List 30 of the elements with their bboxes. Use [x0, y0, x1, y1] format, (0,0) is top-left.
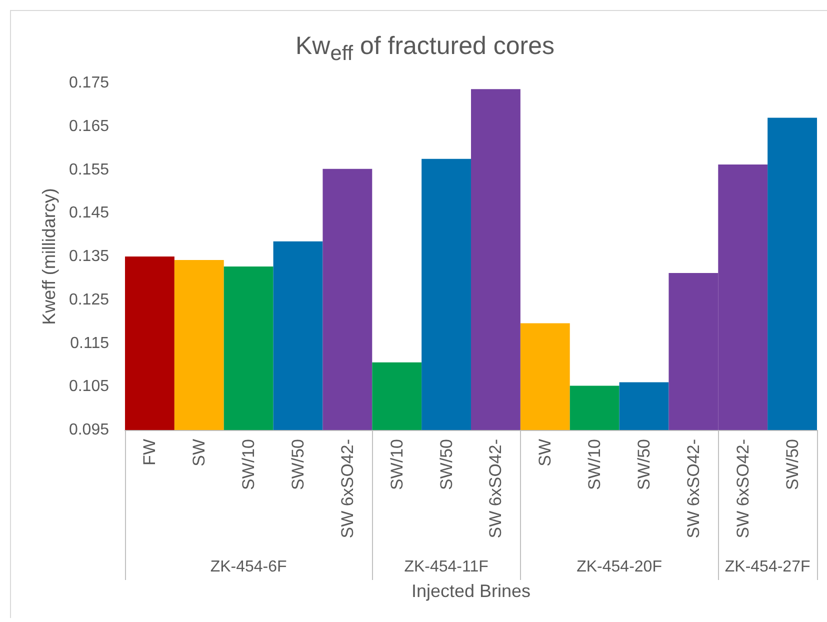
y-tick-label: 0.115	[70, 334, 110, 352]
x-tick-label: SW/50	[634, 439, 654, 490]
y-tick-label: 0.145	[68, 204, 110, 222]
x-tick-label: SW/10	[387, 439, 406, 490]
y-tick-label: 0.155	[68, 161, 110, 178]
y-tick-label: 0.165	[68, 118, 110, 135]
x-tick-label: SW/50	[436, 439, 456, 490]
x-tick-label: SW/50	[288, 439, 308, 490]
x-tick-label: SW 6xSO42-	[733, 439, 752, 538]
x-tick-label: SW	[190, 439, 209, 466]
x-tick-label: FW	[140, 439, 160, 466]
chart-title: Kw$_{eff}$ of fractured cores	[294, 31, 556, 67]
y-tick-label: 0.175	[68, 74, 110, 92]
x-tick-label: SW 6xSO42-	[486, 439, 506, 538]
y-tick-label: 0.095	[68, 422, 110, 438]
y-tick-label: 0.125	[68, 291, 110, 308]
x-tick-label: SW/10	[585, 439, 604, 490]
text: ZK-454-27F	[724, 558, 810, 576]
y-axis-title: Kweff (millidarcy)	[39, 188, 60, 325]
x-tick-label: SW/10	[239, 439, 258, 490]
x-axis-title: Injected Brines	[411, 581, 531, 601]
y-tick-label: 0.135	[68, 248, 110, 265]
x-tick-label: SW	[536, 439, 555, 466]
text: ZK-454-20F	[576, 558, 662, 576]
x-tick-label: SW/50	[782, 439, 802, 490]
text: ZK-454-6F	[210, 558, 288, 576]
text: ZK-454-11F	[404, 558, 489, 576]
x-tick-label: SW 6xSO42-	[684, 439, 703, 538]
x-tick-label: SW 6xSO42-	[338, 439, 357, 538]
y-tick-label: 0.105	[68, 378, 110, 396]
